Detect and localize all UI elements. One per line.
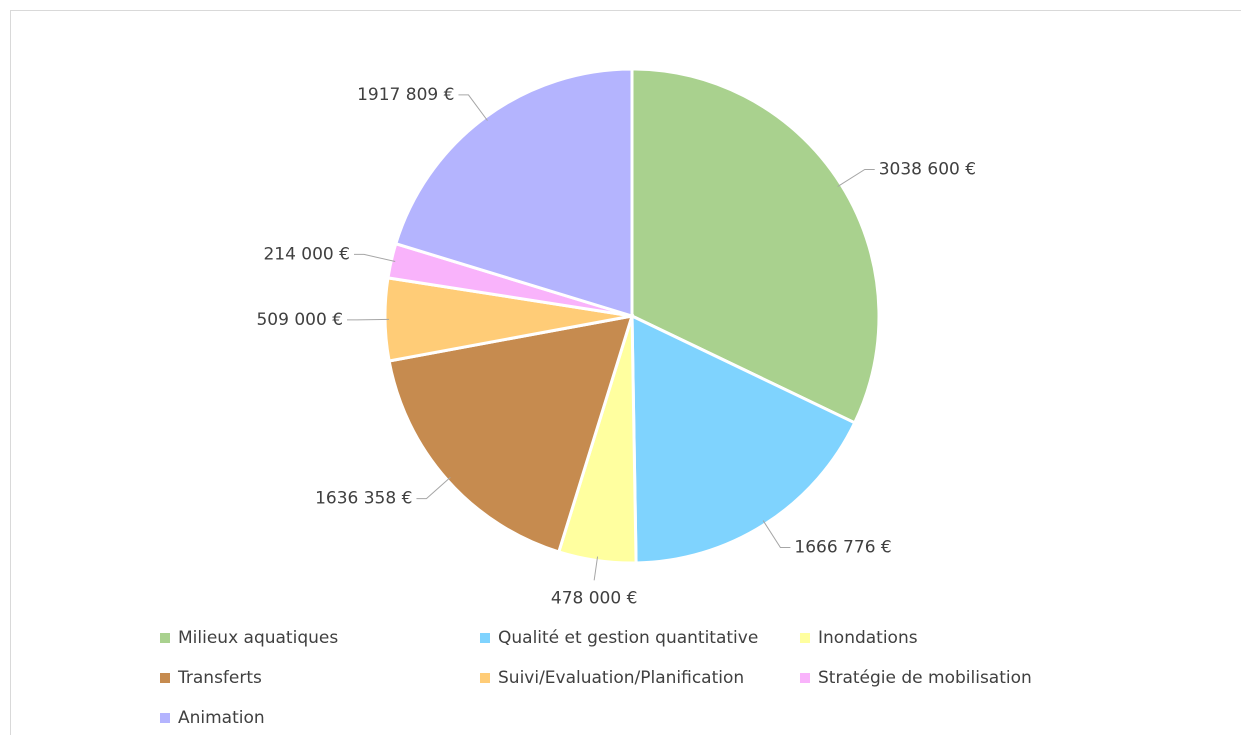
data-label: 1636 358 € bbox=[315, 489, 412, 509]
legend-label: Milieux aquatiques bbox=[178, 628, 338, 648]
legend-label: Stratégie de mobilisation bbox=[818, 668, 1032, 688]
legend-swatch bbox=[480, 673, 490, 683]
data-label: 3038 600 € bbox=[879, 160, 976, 180]
data-label: 1917 809 € bbox=[357, 85, 454, 105]
leader-line bbox=[416, 477, 451, 500]
legend-swatch bbox=[800, 673, 810, 683]
legend-swatch bbox=[800, 633, 810, 643]
legend-swatch bbox=[160, 673, 170, 683]
leader-line bbox=[458, 94, 488, 121]
leader-line bbox=[762, 520, 791, 549]
legend-swatch bbox=[160, 713, 170, 723]
legend-label: Suivi/Evaluation/Planification bbox=[498, 668, 744, 688]
data-label: 478 000 € bbox=[551, 588, 638, 608]
legend-label: Inondations bbox=[818, 628, 918, 648]
data-label: 1666 776 € bbox=[794, 538, 891, 558]
leader-line bbox=[593, 556, 599, 581]
leader-line bbox=[353, 253, 396, 263]
legend-label: Animation bbox=[178, 708, 265, 728]
legend-swatch bbox=[160, 633, 170, 643]
leader-line bbox=[837, 169, 875, 187]
legend-label: Transferts bbox=[177, 668, 262, 688]
legend-swatch bbox=[480, 633, 490, 643]
data-label: 214 000 € bbox=[263, 244, 350, 264]
data-label: 509 000 € bbox=[256, 310, 343, 330]
legend-label: Qualité et gestion quantitative bbox=[498, 628, 758, 648]
